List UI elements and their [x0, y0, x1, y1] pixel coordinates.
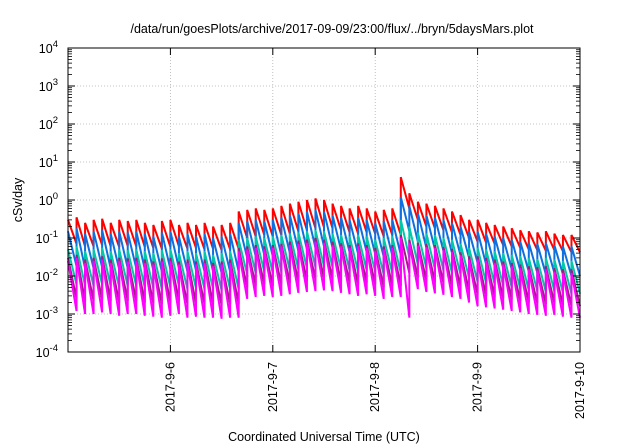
y-tick-label: 102	[39, 115, 58, 132]
x-tick-label: 2017-9-10	[573, 362, 587, 419]
y-tick-label: 10-4	[36, 343, 58, 360]
y-tick-labels: 10-4 10-3 10-2 10-1 100 101 102 103 104	[36, 39, 58, 360]
y-tick-label: 10-1	[36, 229, 58, 246]
y-tick-label: 103	[39, 77, 58, 94]
chart-title: /data/run/goesPlots/archive/2017-09-09/2…	[130, 22, 534, 36]
y-tick-label: 100	[39, 191, 58, 208]
x-tick-labels: 2017-9-6 2017-9-7 2017-9-8 2017-9-9 2017-9-1…	[163, 362, 587, 419]
y-tick-label: 101	[39, 153, 58, 170]
y-tick-label: 10-2	[36, 267, 58, 284]
x-axis-label: Coordinated Universal Time (UTC)	[228, 430, 420, 444]
x-tick-label: 2017-9-6	[163, 362, 177, 412]
x-tick-label: 2017-9-8	[368, 362, 382, 412]
series-line-5	[67, 237, 581, 319]
y-tick-label: 104	[39, 39, 58, 56]
x-tick-label: 2017-9-9	[471, 362, 485, 412]
series-group	[67, 176, 581, 319]
y-axis-label: cSv/day	[11, 177, 25, 222]
y-tick-label: 10-3	[36, 305, 58, 322]
x-tick-label: 2017-9-7	[266, 362, 280, 412]
axis-ticks	[68, 47, 581, 353]
